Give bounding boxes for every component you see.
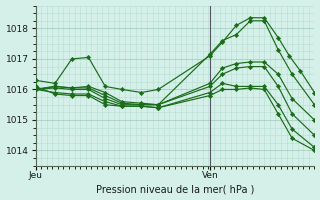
X-axis label: Pression niveau de la mer( hPa ): Pression niveau de la mer( hPa ) <box>96 184 254 194</box>
